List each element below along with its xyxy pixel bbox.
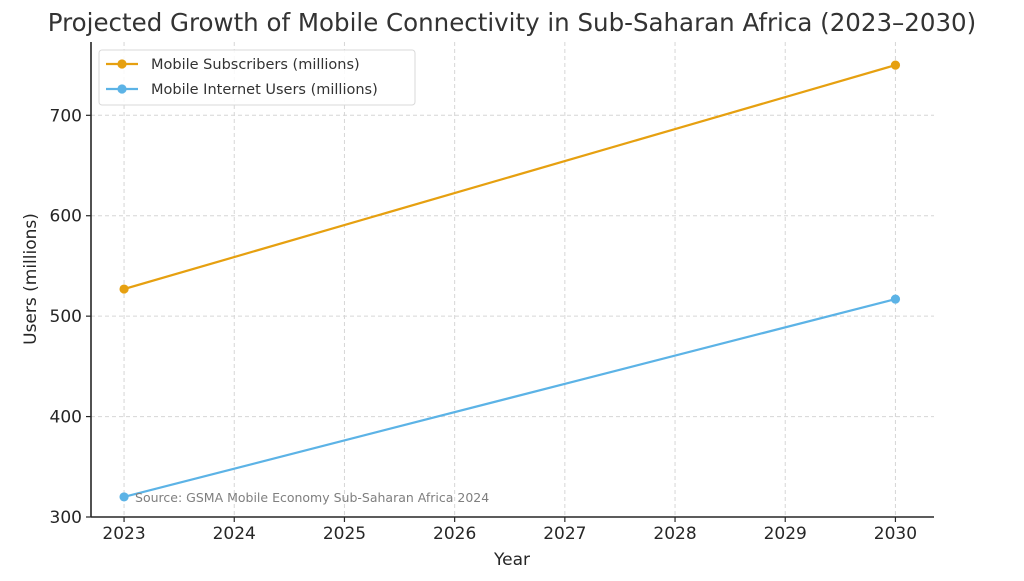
y-tick-label: 400 bbox=[50, 408, 82, 428]
legend-swatch-marker bbox=[117, 84, 127, 94]
x-tick-label: 2030 bbox=[874, 524, 917, 544]
series-line-1 bbox=[123, 298, 896, 498]
legend: Mobile Subscribers (millions) Mobile Inte… bbox=[98, 49, 416, 106]
x-axis-label: Year bbox=[493, 550, 530, 570]
series-1-point bbox=[890, 294, 901, 304]
legend-label: Mobile Subscribers (millions) bbox=[151, 57, 360, 73]
y-tick-label: 700 bbox=[50, 106, 82, 126]
y-tick-label: 300 bbox=[50, 508, 82, 528]
gridlines bbox=[91, 42, 934, 518]
series-0-point bbox=[119, 284, 129, 294]
legend-frame bbox=[98, 49, 416, 106]
series-1-point bbox=[119, 492, 129, 502]
y-axis-label: Users (millions) bbox=[21, 213, 41, 345]
legend-swatch-marker bbox=[117, 59, 127, 69]
chart-title: Projected Growth of Mobile Connectivity … bbox=[48, 8, 976, 37]
legend-label: Mobile Internet Users (millions) bbox=[151, 82, 378, 98]
x-tick-label: 2026 bbox=[433, 524, 476, 544]
source-annotation: Source: GSMA Mobile Economy Sub-Saharan … bbox=[135, 490, 489, 505]
y-tick-label: 500 bbox=[50, 307, 82, 327]
x-tick-label: 2027 bbox=[543, 524, 586, 544]
x-tick-label: 2029 bbox=[764, 524, 807, 544]
x-tick-label: 2024 bbox=[213, 524, 256, 544]
x-tick-label: 2025 bbox=[323, 524, 366, 544]
x-axis-ticks: 2023 2024 2025 2026 2027 2028 2029 2030 bbox=[102, 517, 917, 544]
series-line-0 bbox=[123, 64, 896, 291]
x-tick-label: 2028 bbox=[653, 524, 696, 544]
y-axis-ticks: 300 400 500 600 700 bbox=[50, 106, 91, 528]
series-0-point bbox=[890, 60, 901, 70]
y-tick-label: 600 bbox=[50, 207, 82, 227]
x-tick-label: 2023 bbox=[102, 524, 145, 544]
series-layer bbox=[119, 60, 901, 502]
